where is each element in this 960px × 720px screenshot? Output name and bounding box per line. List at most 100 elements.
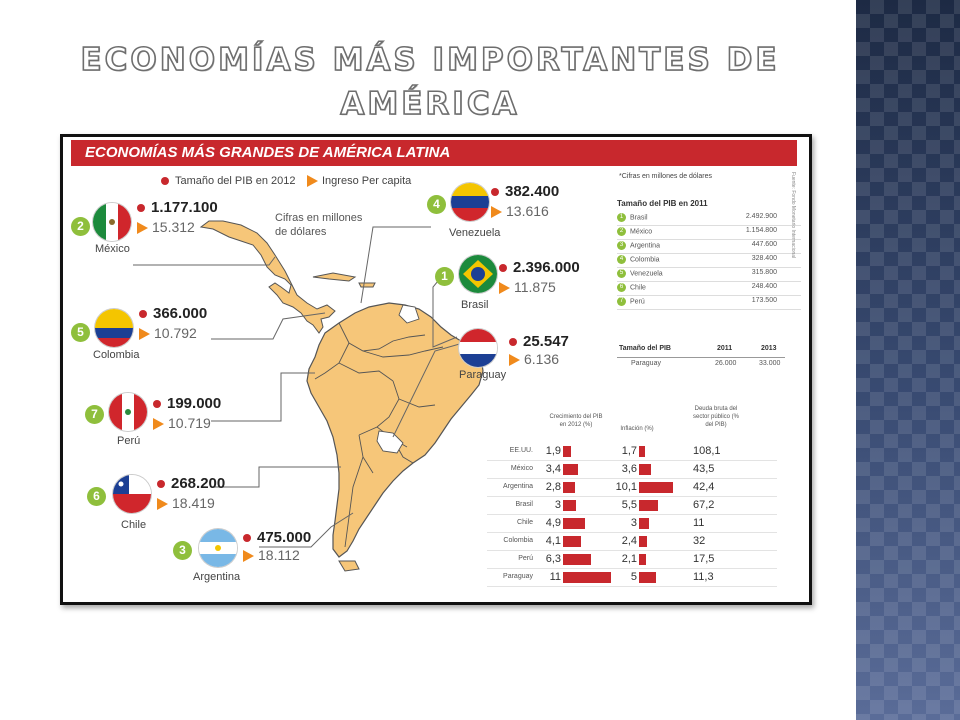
arrow-icon	[243, 550, 254, 563]
rank-label: Perú	[630, 298, 645, 306]
leader-mexico	[133, 256, 276, 266]
source-credit: Fuente: Fondo Monetario Internacional	[790, 172, 796, 259]
rank-row: 1 Brasil 2.492.900	[617, 211, 801, 226]
dot-icon	[153, 400, 161, 409]
dot-icon	[243, 534, 251, 543]
rank-label: Argentina	[630, 242, 660, 250]
rank-name: 6 Chile	[617, 283, 646, 292]
rank-badge: 7	[617, 297, 626, 306]
rank-label: México	[630, 228, 653, 236]
infographic-frame: ECONOMÍAS MÁS GRANDES DE AMÉRICA LATINA …	[60, 134, 812, 605]
leader-chile	[213, 466, 341, 488]
dot-icon	[137, 204, 145, 213]
argentina-pib-value: 475.000	[257, 529, 312, 546]
slide-title: ECONOMÍAS MÁS IMPORTANTES DE AMÉRICA LAT…	[30, 38, 830, 170]
inflation-value: 5	[630, 571, 637, 583]
brasil-income-value: 11.875	[514, 279, 556, 295]
brasil-pib: 2.396.000	[499, 259, 580, 276]
rank-value: 1.154.800	[745, 227, 777, 234]
colombia-flag-icon	[95, 309, 133, 347]
paraguay-income-value: 6.136	[524, 351, 560, 367]
inflation-bar	[639, 518, 650, 529]
venezuela-flag-icon	[451, 183, 489, 221]
venezuela-pib-value: 382.400	[505, 183, 560, 200]
peru-name: Perú	[117, 435, 141, 447]
rank-name: 1 Brasil	[617, 213, 648, 222]
colombia-name: Colombia	[93, 349, 140, 361]
chart-head-growth: Crecimiento del PIB en 2012 (%)	[549, 414, 603, 428]
rank-value: 447.600	[751, 241, 777, 248]
inflation-value: 2,1	[621, 553, 637, 565]
mexico-income: 15.312	[137, 219, 195, 235]
pib-2011-title: Tamaño del PIB en 2011	[617, 199, 708, 208]
rank-name: 7 Perú	[617, 297, 645, 306]
growth-value: 3	[554, 499, 561, 511]
leader-argentina	[259, 512, 354, 548]
map-caribbean	[312, 272, 376, 288]
leader-paraguay	[392, 342, 464, 438]
growth-bar	[563, 536, 582, 547]
rank-badge: 4	[617, 255, 626, 264]
rank-label: Colombia	[630, 256, 660, 264]
paraguay-flag-icon	[459, 329, 497, 367]
inflation-bar	[639, 446, 645, 457]
rank-row: 3 Argentina 447.600	[617, 239, 801, 254]
inflation-value: 3,6	[621, 463, 637, 475]
growth-value: 1,9	[545, 445, 561, 457]
brasil-name: Brasil	[461, 299, 489, 311]
rank-badge-peru: 7	[85, 405, 104, 424]
leader-peru	[211, 372, 315, 422]
leader-venezuela	[360, 226, 431, 304]
map-mexico	[199, 220, 336, 334]
inflation-value: 5,5	[621, 499, 637, 511]
brasil-income: 11.875	[499, 279, 556, 295]
growth-value: 4,1	[545, 535, 561, 547]
rank-label: Brasil	[630, 214, 648, 222]
rank-badge: 1	[617, 213, 626, 222]
chile-name: Chile	[121, 519, 147, 531]
growth-bar	[563, 464, 578, 475]
growth-bar	[563, 518, 585, 529]
colombia-pib-value: 366.000	[153, 305, 208, 322]
chart-row: EE.UU. 1,9 1,7 108,1	[487, 443, 777, 461]
peru-flag-icon	[109, 393, 147, 431]
arrow-icon	[139, 328, 150, 341]
chart-country: Paraguay	[503, 573, 533, 580]
banner-title: ECONOMÍAS MÁS GRANDES DE AMÉRICA LATINA	[85, 144, 451, 161]
rank-badge: 3	[617, 241, 626, 250]
dot-icon	[161, 177, 169, 186]
chart-row: Brasil 3 5,5 67,2	[487, 497, 777, 515]
rank-value: 328.400	[751, 255, 777, 262]
rank-badge-venezuela: 4	[427, 195, 446, 214]
rank-value: 2.492.900	[745, 213, 777, 220]
rank-name: 4 Colombia	[617, 255, 660, 264]
paraguay-table-label: Paraguay	[631, 360, 661, 367]
chart-row: Chile 4,9 3 11	[487, 515, 777, 533]
growth-bar	[563, 482, 576, 493]
chile-pib: 268.200	[157, 475, 225, 492]
rank-value: 173.500	[751, 297, 777, 304]
dot-icon	[509, 338, 517, 347]
arrow-icon	[153, 418, 164, 431]
inflation-bar	[639, 482, 674, 493]
rank-label: Venezuela	[630, 270, 663, 278]
venezuela-income-value: 13.616	[506, 203, 549, 219]
paraguay-table-title: Tamaño del PIB	[619, 345, 671, 352]
map-south-america	[306, 302, 484, 558]
argentina-flag-icon	[199, 529, 237, 567]
growth-bar	[563, 500, 577, 511]
inflation-value: 1,7	[621, 445, 637, 457]
dot-icon	[139, 310, 147, 319]
map-tierra-del-fuego	[338, 560, 360, 572]
argentina-name: Argentina	[193, 571, 241, 583]
chart-row: México 3,4 3,6 43,5	[487, 461, 777, 479]
paraguay-income: 6.136	[509, 351, 559, 367]
paraguay-table-col1: 2011	[717, 345, 733, 352]
growth-value: 2,8	[545, 481, 561, 493]
map-paraguay	[376, 430, 404, 454]
rank-name: 2 México	[617, 227, 652, 236]
mexico-pib-value: 1.177.100	[151, 199, 218, 216]
inflation-bar	[639, 536, 648, 547]
inflation-bar	[639, 554, 647, 565]
rank-row: 6 Chile 248.400	[617, 281, 801, 296]
